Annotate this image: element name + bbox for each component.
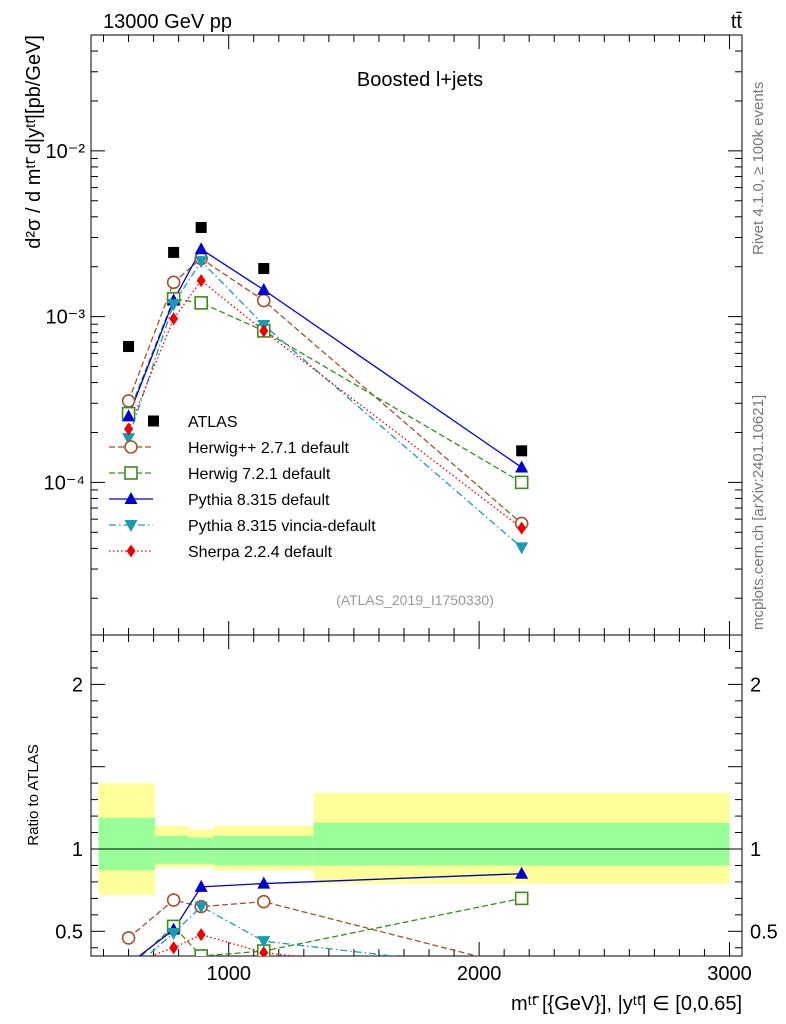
- ratio-series-markers: [121, 866, 529, 987]
- series-line-ratio: [128, 899, 480, 956]
- y-tick-label-ratio-right: 2: [750, 674, 761, 696]
- series-point-main: [256, 293, 271, 308]
- legend-label: ATLAS: [188, 414, 238, 431]
- series-point-main: [515, 542, 529, 555]
- analysis-tag: (ATLAS_2019_I1750330): [336, 592, 494, 608]
- series-line-main: [127, 298, 522, 483]
- y-tick-label-ratio-right: 1: [750, 839, 761, 861]
- atlas-data-point: [195, 221, 207, 233]
- series-point-ratio: [517, 974, 526, 987]
- y-tick-label-ratio-left: 2: [72, 674, 83, 696]
- y-tick-label-main: 10⁻³: [46, 307, 86, 329]
- legend-label: Herwig 7.2.1 default: [188, 466, 331, 483]
- x-tick-label: 3000: [707, 963, 752, 985]
- series-point-ratio: [121, 931, 136, 945]
- y-tick-label-ratio-left: 0.5: [55, 921, 83, 943]
- series-point-ratio: [194, 949, 208, 956]
- series-point-ratio: [516, 962, 528, 974]
- axis-ticks: 1000 2000 3000 10⁻⁴ 10⁻³ 10⁻² 0.5 0.5 1 1 2 2: [44, 34, 778, 985]
- y-tick-label-ratio-right: 0.5: [750, 921, 778, 943]
- y-tick-label-main: 10⁻⁴: [44, 472, 85, 494]
- legend-label: Pythia 8.315 default: [188, 492, 330, 509]
- legend-label: Pythia 8.315 vincia-default: [188, 518, 376, 535]
- series-point-main: [122, 433, 136, 446]
- legend-marker: [124, 520, 138, 532]
- series-point-main: [259, 324, 269, 338]
- series-point-main: [514, 475, 529, 490]
- series-point-main: [515, 460, 529, 473]
- atlas-data-point: [258, 263, 270, 275]
- series-point-main: [124, 422, 134, 436]
- series-point-main: [194, 242, 208, 255]
- series-point-main: [122, 409, 136, 422]
- band-inner-1: [154, 835, 189, 864]
- series-point-ratio: [167, 927, 181, 940]
- ratio-uncertainty-bands: [91, 783, 742, 896]
- series-point-ratio: [122, 957, 135, 969]
- legend-label: Herwig++ 2.7.1 default: [188, 440, 350, 457]
- atlas-data-point: [123, 341, 135, 353]
- band-inner-3: [213, 835, 314, 866]
- series-point-ratio: [124, 958, 133, 971]
- series-point-main: [257, 282, 271, 295]
- series-point-main: [167, 299, 181, 312]
- x-tick-label: 2000: [457, 963, 502, 985]
- series-point-ratio: [122, 967, 135, 979]
- y-axis-label-ratio: Ratio to ATLAS: [25, 744, 42, 845]
- series-point-ratio: [169, 941, 179, 955]
- legend-label: Sherpa 2.2.4 default: [188, 544, 333, 561]
- series-point-main: [194, 296, 208, 310]
- legend-marker: [124, 440, 138, 454]
- rivet-version-label: Rivet 4.1.0, ≥ 100k events: [750, 82, 767, 255]
- mcplots-label: mcplots.cern.ch [arXiv:2401.10621]: [750, 395, 767, 630]
- series-point-ratio: [196, 928, 206, 942]
- x-axis-label: mᵗᵗ̄ [{GeV}], |yᵗᵗ̄| ∈ [0,0.65]: [511, 993, 742, 1015]
- series-point-main: [169, 312, 179, 326]
- series-point-ratio: [194, 879, 208, 892]
- series-line-ratio: [138, 873, 522, 956]
- series-point-main: [517, 521, 527, 535]
- series-point-ratio: [515, 866, 529, 879]
- series-point-ratio: [123, 962, 135, 974]
- legend: ATLAS Herwig++ 2.7.1 default Herwig 7.2.1 …: [109, 414, 376, 561]
- series-line-ratio: [140, 897, 522, 956]
- atlas-data-point: [516, 445, 528, 457]
- series-point-ratio: [259, 946, 269, 956]
- series-point-ratio: [256, 894, 271, 909]
- legend-marker: [124, 492, 138, 504]
- band-inner-4: [313, 822, 730, 866]
- series-point-main: [196, 274, 206, 288]
- series-line-main: [127, 279, 523, 529]
- atlas-data-point: [168, 246, 180, 258]
- band-inner-0: [98, 817, 155, 871]
- series-point-main: [194, 256, 208, 269]
- y-tick-label-main: 10⁻²: [46, 141, 86, 163]
- ratio-plot-frame: [90, 634, 743, 957]
- series-point-ratio: [257, 876, 271, 889]
- series-point-ratio: [514, 891, 529, 906]
- series-point-ratio: [257, 936, 271, 949]
- legend-marker: [148, 415, 159, 427]
- legend-marker: [124, 466, 138, 480]
- series-line-main: [127, 248, 523, 469]
- series-point-ratio: [515, 966, 528, 978]
- header-process-label: tt̄: [731, 11, 743, 33]
- plot-title: Boosted l+jets: [357, 69, 483, 91]
- series-point-main: [121, 394, 136, 408]
- band-inner-2: [188, 837, 214, 864]
- header-energy-label: 13000 GeV pp: [103, 11, 232, 33]
- series-point-ratio: [166, 893, 181, 907]
- x-tick-label: 1000: [206, 963, 251, 985]
- y-tick-label-ratio-left: 1: [72, 839, 83, 861]
- series-point-ratio: [194, 901, 208, 914]
- legend-marker: [126, 544, 136, 558]
- series-point-main: [166, 275, 181, 290]
- series-markers: [121, 221, 529, 555]
- y-axis-label-main: d²σ / d mᵗᵗ̄ d|yᵗᵗ̄|[pb/GeV]: [23, 35, 45, 249]
